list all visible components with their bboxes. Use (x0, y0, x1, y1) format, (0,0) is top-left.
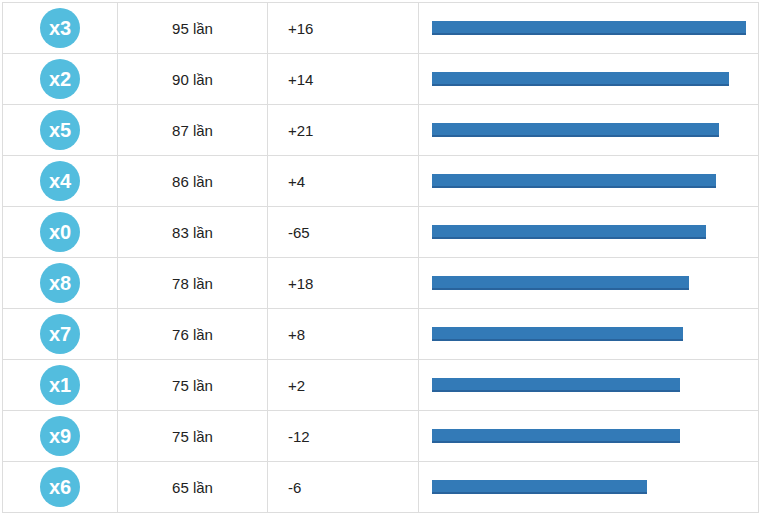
occurrence-count-cell: 75 lần (118, 360, 268, 411)
number-badge: x7 (40, 314, 80, 354)
badge-cell: x1 (3, 360, 118, 411)
bar-cell (419, 411, 759, 462)
bar-cell (419, 309, 759, 360)
bar-cell (419, 3, 759, 54)
bar-cell (419, 258, 759, 309)
frequency-bar (432, 123, 719, 137)
badge-cell: x4 (3, 156, 118, 207)
number-badge: x2 (40, 59, 80, 99)
occurrence-count-cell: 86 lần (118, 156, 268, 207)
table-row: x3 95 lần +16 (3, 3, 759, 54)
number-badge: x1 (40, 365, 80, 405)
table-row: x8 78 lần +18 (3, 258, 759, 309)
number-frequency-table: x3 95 lần +16 x2 90 lần +14 x5 87 lần +2… (2, 2, 759, 513)
occurrence-count-cell: 95 lần (118, 3, 268, 54)
number-badge: x3 (40, 8, 80, 48)
frequency-bar (432, 378, 680, 392)
badge-cell: x6 (3, 462, 118, 513)
number-badge: x6 (40, 467, 80, 507)
table-body: x3 95 lần +16 x2 90 lần +14 x5 87 lần +2… (3, 3, 759, 513)
badge-cell: x8 (3, 258, 118, 309)
badge-cell: x9 (3, 411, 118, 462)
table-row: x2 90 lần +14 (3, 54, 759, 105)
frequency-bar (432, 225, 706, 239)
delta-cell: -6 (268, 462, 419, 513)
frequency-bar (432, 327, 683, 341)
occurrence-count-cell: 65 lần (118, 462, 268, 513)
occurrence-count-cell: 83 lần (118, 207, 268, 258)
bar-cell (419, 207, 759, 258)
table-row: x7 76 lần +8 (3, 309, 759, 360)
number-badge: x4 (40, 161, 80, 201)
badge-cell: x3 (3, 3, 118, 54)
bar-cell (419, 360, 759, 411)
occurrence-count-cell: 76 lần (118, 309, 268, 360)
delta-cell: +16 (268, 3, 419, 54)
number-badge: x0 (40, 212, 80, 252)
delta-cell: +2 (268, 360, 419, 411)
bar-cell (419, 462, 759, 513)
frequency-bar (432, 72, 729, 86)
occurrence-count-cell: 90 lần (118, 54, 268, 105)
table-row: x0 83 lần -65 (3, 207, 759, 258)
page: x3 95 lần +16 x2 90 lần +14 x5 87 lần +2… (0, 0, 762, 513)
delta-cell: +21 (268, 105, 419, 156)
delta-cell: +14 (268, 54, 419, 105)
occurrence-count-cell: 75 lần (118, 411, 268, 462)
occurrence-count-cell: 87 lần (118, 105, 268, 156)
delta-cell: +18 (268, 258, 419, 309)
bar-cell (419, 156, 759, 207)
delta-cell: +4 (268, 156, 419, 207)
table-row: x5 87 lần +21 (3, 105, 759, 156)
frequency-bar (432, 174, 716, 188)
badge-cell: x5 (3, 105, 118, 156)
table-row: x9 75 lần -12 (3, 411, 759, 462)
frequency-bar (432, 429, 680, 443)
frequency-bar (432, 21, 746, 35)
delta-cell: -12 (268, 411, 419, 462)
frequency-bar (432, 480, 647, 494)
table-row: x6 65 lần -6 (3, 462, 759, 513)
number-badge: x8 (40, 263, 80, 303)
table-row: x4 86 lần +4 (3, 156, 759, 207)
badge-cell: x2 (3, 54, 118, 105)
badge-cell: x0 (3, 207, 118, 258)
table-row: x1 75 lần +2 (3, 360, 759, 411)
frequency-bar (432, 276, 689, 290)
bar-cell (419, 54, 759, 105)
bar-cell (419, 105, 759, 156)
badge-cell: x7 (3, 309, 118, 360)
occurrence-count-cell: 78 lần (118, 258, 268, 309)
number-badge: x9 (40, 416, 80, 456)
delta-cell: -65 (268, 207, 419, 258)
delta-cell: +8 (268, 309, 419, 360)
number-badge: x5 (40, 110, 80, 150)
